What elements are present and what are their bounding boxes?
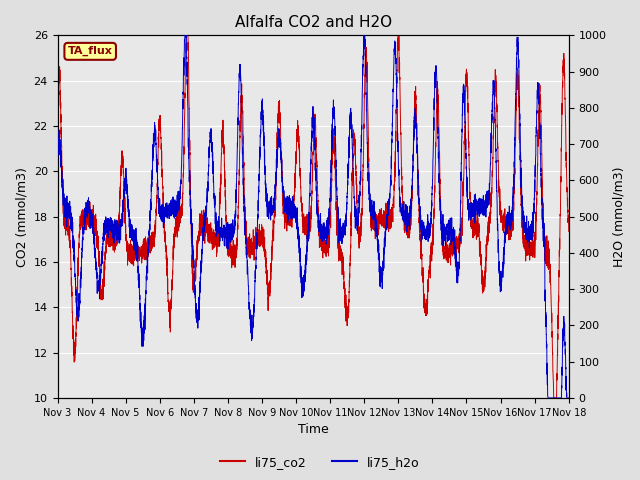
Y-axis label: CO2 (mmol/m3): CO2 (mmol/m3) <box>15 167 28 266</box>
Legend: li75_co2, li75_h2o: li75_co2, li75_h2o <box>215 451 425 474</box>
Y-axis label: H2O (mmol/m3): H2O (mmol/m3) <box>612 167 625 267</box>
Title: Alfalfa CO2 and H2O: Alfalfa CO2 and H2O <box>235 15 392 30</box>
Text: TA_flux: TA_flux <box>68 46 113 57</box>
X-axis label: Time: Time <box>298 423 328 436</box>
